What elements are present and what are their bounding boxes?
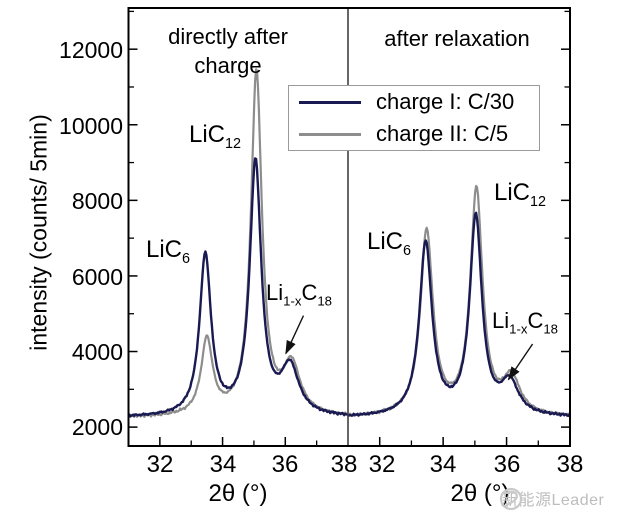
y-tick-label-2000: 2000: [71, 414, 123, 440]
panel-title-right: after relaxation: [384, 26, 530, 51]
peak-label-lic6-right: LiC6: [367, 228, 412, 259]
panel-title-left-line2: charge: [194, 53, 262, 78]
x-tick-label-right-38: 38: [556, 451, 584, 478]
curve-directly-after-charge-charge-I-C-30: [129, 157, 348, 418]
x-axis-title-left: 2θ (°): [208, 480, 268, 507]
legend-line-charge1-icon: [299, 100, 361, 104]
legend-row-charge1: charge I: C/30: [289, 86, 539, 118]
x-tick-label-left-38: 38: [330, 451, 358, 478]
x-axis-title-right: 2θ (°): [450, 480, 510, 507]
peak-label-li1xc18-left: Li1-xC18: [266, 280, 333, 309]
annotation-arrow: [507, 343, 534, 381]
legend-label-charge1: charge I: C/30: [376, 89, 515, 114]
legend-row-charge2: charge II: C/5: [289, 118, 539, 150]
curve-after-relaxation-charge-I-C-30: [348, 211, 570, 418]
peak-label-lic12-right: LiC12: [494, 179, 547, 210]
peak-label-lic12-left: LiC12: [189, 121, 242, 152]
curve-after-relaxation-charge-II-C-5: [348, 184, 570, 417]
x-tick-label-right-36: 36: [493, 451, 521, 478]
x-tick-label-left-36: 36: [271, 451, 299, 478]
x-tick-label-left-34: 34: [209, 451, 237, 478]
plot-border: [127, 7, 571, 447]
panel-title-left-line1: directly after: [168, 24, 288, 49]
watermark: 新能源Leader: [497, 486, 605, 511]
annotation-arrow: [285, 315, 305, 355]
watermark-text: 新能源Leader: [502, 492, 605, 509]
legend-line-charge2-icon: [299, 132, 361, 136]
y-tick-label-4000: 4000: [71, 339, 123, 365]
x-tick-label-left-32: 32: [146, 451, 174, 478]
peak-label-li1xc18-right: Li1-xC18: [492, 308, 559, 337]
peak-label-lic6-left: LiC6: [146, 236, 191, 267]
watermark-logo-icon: [499, 487, 523, 511]
x-tick-label-right-34: 34: [429, 451, 457, 478]
legend-label-charge2: charge II: C/5: [376, 121, 509, 146]
y-tick-label-12000: 12000: [59, 37, 123, 63]
y-tick-label-8000: 8000: [71, 188, 123, 214]
legend: charge I: C/30 charge II: C/5: [288, 85, 540, 151]
x-tick-label-right-32: 32: [368, 451, 396, 478]
y-tick-label-6000: 6000: [71, 264, 123, 290]
y-tick-label-10000: 10000: [59, 113, 123, 139]
